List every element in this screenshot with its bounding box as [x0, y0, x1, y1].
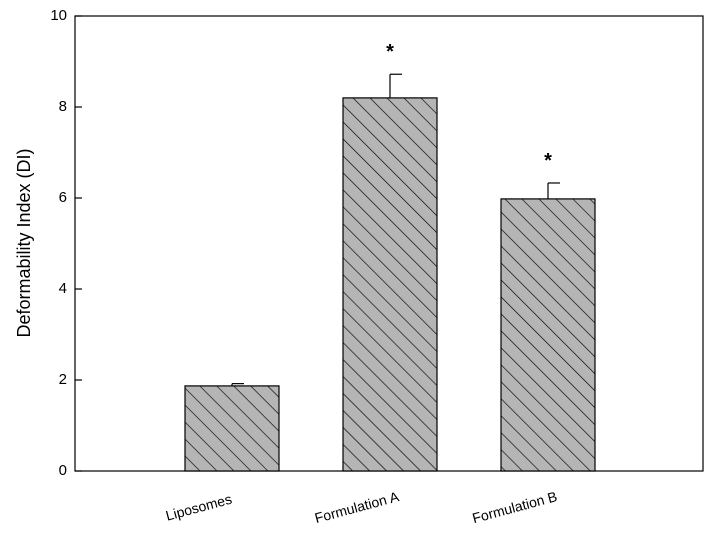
significance-marker: *: [544, 150, 552, 172]
x-category-label: Formulation B: [471, 488, 559, 526]
y-tick-label: 0: [59, 462, 67, 479]
y-tick-label: 10: [50, 7, 67, 24]
y-tick-label: 8: [59, 98, 67, 115]
y-tick-label: 2: [59, 371, 67, 388]
bar: [184, 385, 280, 472]
y-tick-label: 6: [59, 189, 67, 206]
y-tick-label: 4: [59, 280, 67, 297]
bar: [342, 97, 438, 472]
x-axis: Liposomes Formulation A Formulation B: [164, 488, 559, 526]
bar: [500, 198, 596, 472]
significance-marker: *: [386, 41, 394, 63]
y-axis-title: Deformability Index (DI): [14, 148, 34, 337]
x-category-label: Liposomes: [164, 491, 234, 524]
y-axis: 0 2 4 6 8 10: [50, 7, 82, 479]
bars: **: [184, 41, 596, 472]
x-category-label: Formulation A: [313, 488, 401, 526]
